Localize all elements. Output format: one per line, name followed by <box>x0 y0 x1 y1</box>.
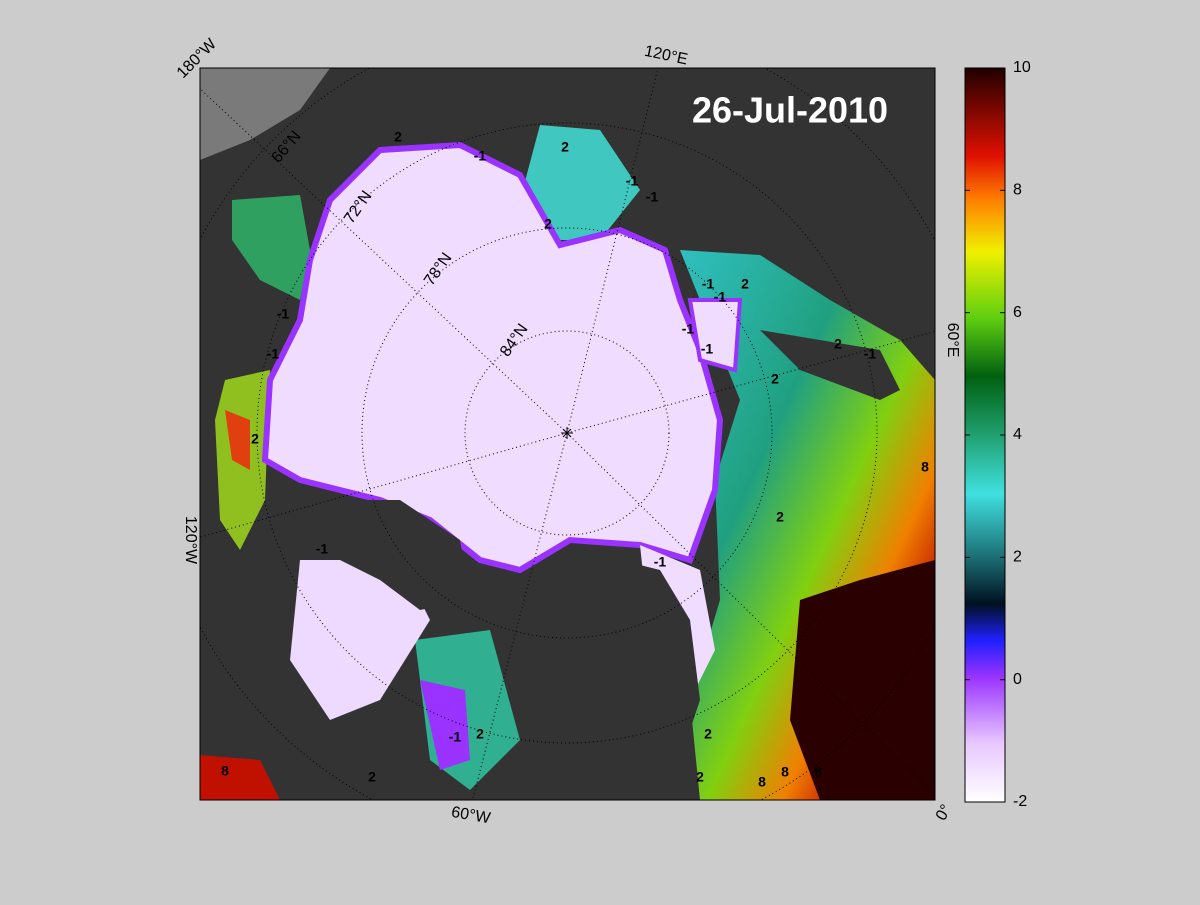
contour-label: 8 <box>781 764 789 780</box>
contour-label: 2 <box>776 509 784 525</box>
contour-label: -1 <box>654 554 667 570</box>
contour-label: -1 <box>646 189 659 205</box>
contour-label: -1 <box>682 321 695 337</box>
contour-label: 2 <box>368 769 376 785</box>
date-title: 26-Jul-2010 <box>692 90 888 131</box>
colorbar-tick-label: 6 <box>1013 304 1022 321</box>
graticule <box>200 68 935 800</box>
colorbar-tick-label: 0 <box>1013 671 1022 688</box>
sea-ice <box>687 298 743 373</box>
map-area <box>200 68 935 800</box>
meridian-label: 0° <box>933 802 955 824</box>
sea-surface <box>420 680 470 770</box>
meridian-label: 60°W <box>450 804 493 828</box>
sea-ice <box>261 141 724 574</box>
colorbar-tick-label: 2 <box>1013 549 1022 566</box>
contour-label: 2 <box>544 216 552 232</box>
contour-label: -1 <box>449 729 462 745</box>
contour-label: -1 <box>626 173 639 189</box>
contour-label: 2 <box>561 139 569 155</box>
contour-label: 8 <box>921 459 929 475</box>
meridian-label: 60°E <box>944 323 961 358</box>
contour-label: -1 <box>267 346 280 362</box>
colorbar-tick-label: 4 <box>1013 426 1022 443</box>
colorbar-tick-label: 10 <box>1013 59 1031 76</box>
contour-label: 2 <box>741 276 749 292</box>
sea-surface <box>200 755 280 800</box>
land <box>330 500 470 610</box>
contour-label: 8 <box>221 763 229 779</box>
contour-label: 2 <box>251 431 259 447</box>
contour-label: 2 <box>476 726 484 742</box>
contour-label: -1 <box>316 541 329 557</box>
land-far <box>200 68 330 160</box>
pole-marker <box>561 427 573 439</box>
sea-ice <box>290 560 430 720</box>
contour-label: -1 <box>864 346 877 362</box>
contour-label: -1 <box>474 148 487 164</box>
map-frame <box>199 67 936 801</box>
colorbar <box>964 67 1006 803</box>
meridian-label: 120°W <box>182 516 199 565</box>
contour-label: 8 <box>758 774 766 790</box>
contour-label: 2 <box>394 129 402 145</box>
sea-surface <box>520 125 640 240</box>
contour-label: -1 <box>701 341 714 357</box>
contour-label: 2 <box>696 769 704 785</box>
meridian-label: 120°E <box>643 43 689 69</box>
contour-label: -1 <box>702 276 715 292</box>
land <box>480 555 700 800</box>
sea-surface <box>225 410 250 470</box>
sea-surface <box>232 195 310 300</box>
colorbar-ticks: -2 0 2 4 6 8 10 <box>965 59 1031 810</box>
colorbar-tick-label: -2 <box>1013 793 1027 810</box>
contour-label: -1 <box>714 289 727 305</box>
contour-label: 2 <box>771 371 779 387</box>
colorbar-tick-label: 8 <box>1013 182 1022 199</box>
contour-label: 2 <box>704 726 712 742</box>
contour-label: 2 <box>834 336 842 352</box>
sea-surface <box>790 560 935 800</box>
contour-label: 8 <box>814 764 822 780</box>
contour-label: -1 <box>277 306 290 322</box>
